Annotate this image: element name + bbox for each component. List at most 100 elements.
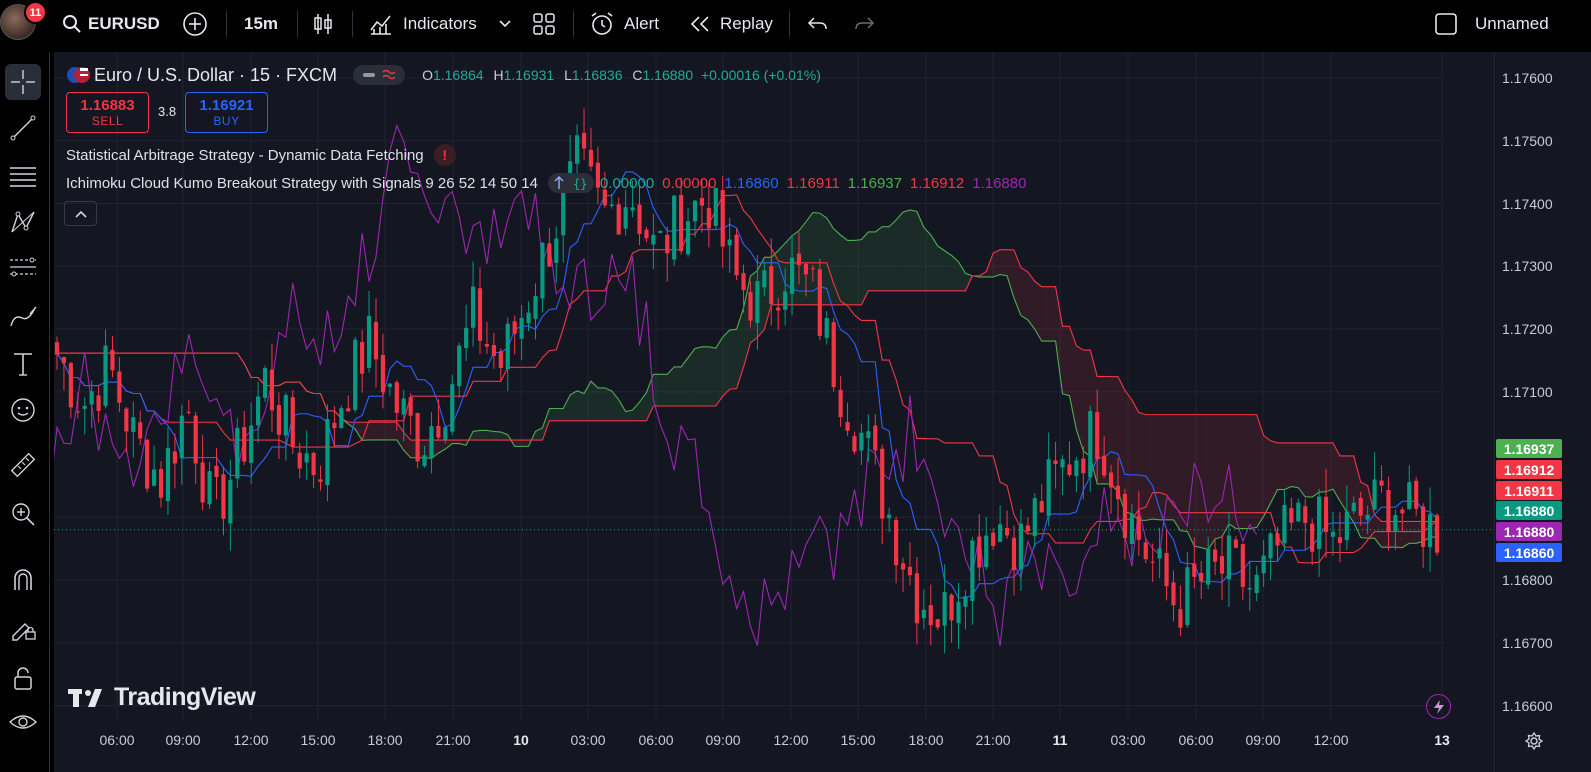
sell-button[interactable]: 1.16883 SELL (66, 92, 149, 133)
kumo-cloud-fill (382, 422, 390, 440)
ohlc-values: O1.16864 H1.16931 L1.16836 C1.16880 +0.0… (422, 67, 821, 83)
tradingview-logo[interactable]: TradingView (68, 683, 256, 712)
interval-button[interactable]: 15m (244, 14, 279, 33)
candle-body (1025, 525, 1030, 532)
redo-button[interactable] (853, 0, 875, 48)
kumo-cloud-fill (1118, 376, 1125, 512)
indicator-legend-2[interactable]: Ichimoku Cloud Kumo Breakout Strategy wi… (66, 173, 1026, 193)
indicator-2-value: 1.16912 (910, 174, 965, 192)
collapse-legend-button[interactable] (64, 201, 97, 226)
open-value: 1.16864 (432, 67, 484, 83)
kumo-cloud-fill (1367, 485, 1375, 539)
lock-tool[interactable] (5, 660, 41, 696)
time-tick-label: 21:00 (435, 732, 471, 748)
brush-icon (10, 306, 37, 327)
layout-name: Unnamed (1475, 14, 1549, 33)
chart-pane[interactable]: Euro / U.S. Dollar · 15 · FXCM O1.16864 … (54, 52, 1591, 772)
candle-body (1414, 480, 1419, 509)
time-tick-label: 09:00 (705, 732, 741, 748)
change-value: +0.00016 (+0.01%) (701, 67, 821, 83)
candle-body (838, 389, 843, 418)
kumo-cloud-fill (909, 209, 917, 291)
candle-body (512, 321, 517, 334)
layout-button[interactable]: Unnamed (1434, 0, 1549, 48)
text-tool[interactable] (5, 346, 41, 382)
kumo-cloud-fill (840, 235, 848, 305)
lock-drawings-tool[interactable] (5, 610, 41, 646)
kumo-cloud-fill (542, 408, 550, 441)
compare-button[interactable] (182, 0, 208, 48)
candle-body (755, 281, 760, 323)
kumo-cloud-fill (1208, 414, 1216, 550)
candle-body (103, 345, 108, 406)
hide-tool[interactable] (5, 704, 41, 740)
ruler-tool[interactable] (5, 447, 41, 483)
candle-body (887, 514, 892, 519)
candle-body (82, 405, 87, 409)
symbol-name: EURUSD (88, 14, 160, 33)
candle-body (1095, 412, 1100, 460)
candle-body (1261, 555, 1266, 574)
candle-body (283, 395, 288, 436)
chikou-span-line (54, 124, 1258, 647)
chart-canvas[interactable] (54, 52, 1591, 772)
templates-button[interactable] (532, 0, 556, 48)
kumo-cloud-fill (632, 402, 640, 421)
candle-body (1136, 515, 1141, 540)
sell-price: 1.16883 (80, 97, 135, 114)
candle-body (145, 439, 150, 489)
kumo-cloud-fill (916, 211, 924, 291)
candle-body (769, 266, 774, 304)
candle-body (242, 427, 247, 462)
indicator-legend-1[interactable]: Statistical Arbitrage Strategy - Dynamic… (66, 144, 456, 166)
notification-badge[interactable]: 11 (24, 1, 47, 24)
horizontal-lines-tool[interactable] (5, 158, 41, 194)
indicators-button[interactable]: Indicators (369, 0, 477, 48)
time-tick-label: 18:00 (908, 732, 944, 748)
trend-line-tool[interactable] (5, 110, 41, 146)
chart-type-button[interactable] (312, 0, 334, 48)
fib-tool[interactable] (5, 250, 41, 286)
candle-body (727, 239, 732, 246)
candle-body (630, 207, 635, 211)
candle-body (200, 462, 205, 503)
crosshair-tool[interactable] (5, 64, 41, 100)
rewind-icon (690, 16, 709, 32)
legend-toggle[interactable] (353, 65, 406, 85)
candle-body (713, 187, 718, 226)
replay-button[interactable]: Replay (689, 0, 773, 48)
candle-body (672, 195, 677, 260)
settings-button[interactable] (1524, 731, 1544, 756)
eye-off-icon (363, 69, 396, 80)
candle-body (380, 354, 386, 393)
buy-label: BUY (213, 114, 240, 128)
emoji-tool[interactable] (5, 392, 41, 428)
alert-button[interactable]: Alert (589, 0, 659, 48)
candle-body (366, 315, 372, 368)
candle-body (1240, 544, 1245, 587)
divider (226, 11, 227, 37)
pattern-tool[interactable] (5, 204, 41, 240)
symbol-search[interactable]: EURUSD (62, 0, 160, 48)
price-badge: 1.16912 (1496, 460, 1562, 479)
undo-button[interactable] (807, 0, 829, 48)
candle-body (1074, 460, 1079, 476)
magnet-tool[interactable] (5, 562, 41, 598)
indicators-dropdown[interactable] (498, 0, 512, 48)
currency-flag-icon (67, 67, 90, 83)
kumo-cloud-fill (805, 212, 813, 305)
candle-body (963, 596, 968, 607)
brush-tool[interactable] (5, 300, 41, 336)
warning-icon[interactable]: ! (433, 144, 456, 166)
candle-body (1330, 531, 1336, 537)
indicator-2-value: 1.16860 (724, 174, 779, 192)
indicator-2-controls[interactable]: {} (547, 173, 594, 193)
kumo-cloud-fill (1180, 414, 1188, 532)
zoom-in-tool[interactable] (5, 496, 41, 532)
candle-body (464, 327, 469, 348)
buy-button[interactable]: 1.16921 BUY (185, 92, 268, 133)
candle-body (1275, 533, 1280, 546)
kumo-cloud-fill (1215, 414, 1223, 540)
candle-body (720, 190, 725, 247)
lightning-button[interactable] (1426, 694, 1451, 719)
